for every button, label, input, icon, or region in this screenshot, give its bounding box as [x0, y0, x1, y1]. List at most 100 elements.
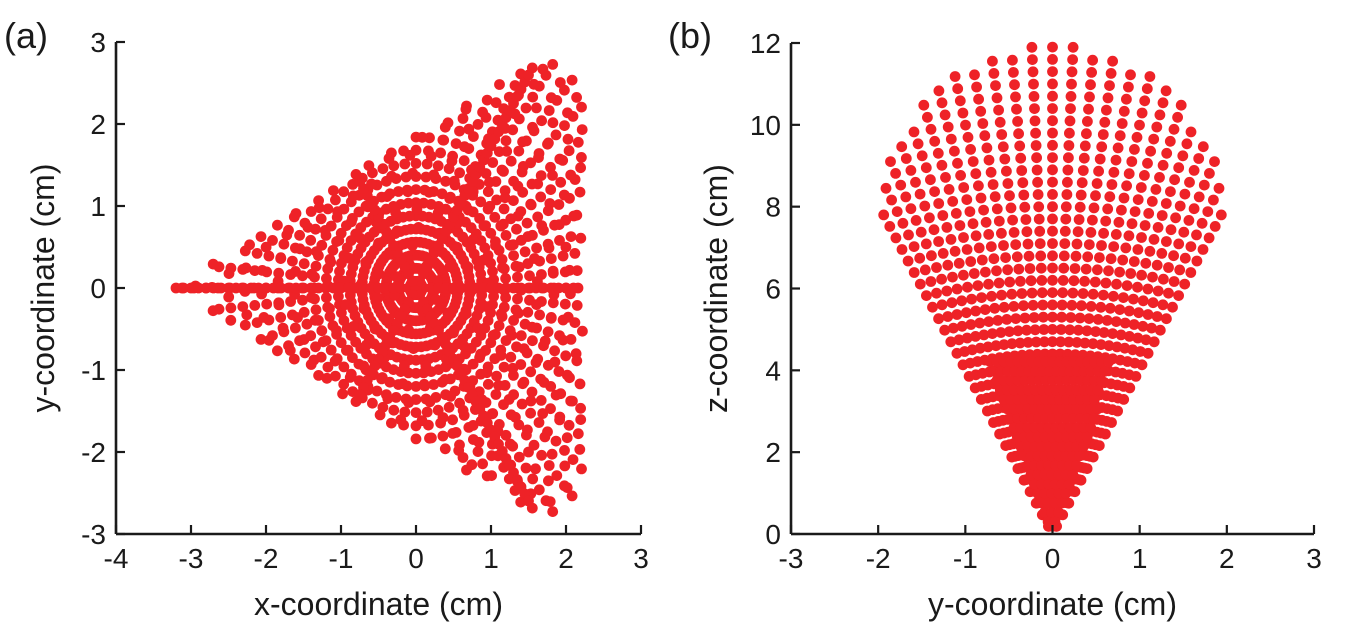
scatter-point — [517, 136, 528, 148]
scatter-point — [1063, 140, 1075, 151]
scatter-point — [1118, 292, 1129, 303]
scatter-point — [515, 282, 527, 294]
scatter-point — [309, 314, 321, 326]
scatter-point — [520, 102, 532, 114]
scatter-point — [1154, 109, 1166, 121]
scatter-point — [1047, 238, 1058, 249]
scatter-point — [508, 282, 519, 294]
y-tick-label: 0 — [90, 273, 106, 304]
scatter-point — [467, 234, 479, 246]
scatter-point — [1179, 188, 1191, 200]
scatter-point — [170, 282, 182, 294]
scatter-point — [926, 250, 937, 262]
scatter-point — [905, 165, 917, 176]
scatter-point — [462, 261, 474, 273]
scatter-point — [1087, 54, 1098, 66]
scatter-point — [1019, 201, 1031, 213]
scatter-point — [949, 71, 961, 82]
scatter-point — [1096, 375, 1107, 386]
scatter-point — [1071, 238, 1083, 250]
scatter-point — [444, 261, 456, 273]
scatter-point — [503, 394, 515, 405]
scatter-point — [560, 241, 572, 253]
scatter-point — [1008, 301, 1020, 312]
scatter-point — [1067, 469, 1079, 481]
scatter-point — [1188, 203, 1200, 215]
scatter-point — [994, 116, 1006, 128]
scatter-point — [263, 250, 275, 262]
scatter-point — [1014, 337, 1026, 349]
scatter-point — [460, 308, 472, 320]
scatter-point — [1047, 287, 1058, 298]
scatter-point — [328, 185, 339, 197]
scatter-point — [1114, 266, 1125, 278]
scatter-point — [338, 378, 350, 390]
scatter-point — [1107, 328, 1118, 339]
scatter-point — [463, 282, 474, 294]
y-tick-label: -1 — [81, 355, 106, 386]
scatter-point — [543, 475, 554, 487]
scatter-point — [275, 282, 287, 294]
scatter-point — [1113, 216, 1125, 228]
scatter-point — [1012, 116, 1023, 127]
y-tick-label: 4 — [765, 355, 781, 386]
scatter-point — [1154, 172, 1165, 183]
scatter-point — [891, 206, 903, 218]
scatter-point — [1145, 145, 1156, 157]
scatter-point — [1098, 227, 1109, 239]
y-tick-label: 6 — [765, 274, 781, 305]
scatter-point — [340, 299, 351, 310]
scatter-point — [383, 153, 395, 164]
scatter-point — [1090, 190, 1101, 202]
scatter-point — [1202, 206, 1214, 218]
scatter-point — [510, 411, 521, 423]
scatter-point — [1063, 152, 1074, 164]
scatter-point — [386, 417, 397, 429]
scatter-point — [453, 445, 465, 456]
scatter-point — [545, 184, 557, 196]
scatter-point — [513, 307, 524, 319]
scatter-point — [547, 117, 559, 129]
scatter-point — [991, 265, 1002, 277]
scatter-point — [410, 381, 422, 392]
scatter-point — [1100, 277, 1112, 289]
scatter-point — [919, 200, 931, 212]
scatter-point — [498, 203, 510, 215]
scatter-point — [1063, 478, 1075, 490]
scatter-point — [1139, 95, 1151, 107]
scatter-point — [522, 306, 534, 318]
scatter-point — [1139, 220, 1151, 231]
scatter-point — [1103, 265, 1114, 277]
scatter-point — [481, 367, 493, 379]
scatter-point — [1148, 133, 1160, 145]
scatter-point — [1076, 177, 1088, 189]
scatter-point — [1118, 394, 1130, 405]
y-axis-label: y-coordinate (cm) — [25, 164, 61, 413]
scatter-point — [1074, 201, 1086, 213]
scatter-point — [953, 257, 965, 269]
scatter-point — [1183, 215, 1195, 226]
scatter-point — [505, 351, 517, 363]
scatter-point — [443, 401, 455, 413]
scatter-point — [1073, 324, 1084, 336]
scatter-point — [275, 252, 287, 264]
scatter-point — [1140, 334, 1152, 346]
scatter-point — [1054, 348, 1066, 360]
scatter-point — [1016, 165, 1028, 176]
scatter-point — [916, 150, 928, 162]
scatter-point — [553, 219, 565, 231]
scatter-point — [477, 254, 489, 266]
scatter-point — [241, 309, 253, 321]
scatter-point — [1152, 222, 1164, 233]
scatter-point — [281, 229, 293, 241]
scatter-point — [1168, 250, 1179, 262]
scatter-point — [1126, 218, 1138, 230]
scatter-point — [987, 55, 998, 67]
scatter-point — [518, 343, 530, 355]
scatter-point — [1178, 226, 1190, 238]
scatter-point — [1136, 107, 1148, 119]
scatter-point — [260, 241, 272, 253]
scatter-point — [500, 282, 512, 294]
scatter-point — [1060, 213, 1072, 225]
